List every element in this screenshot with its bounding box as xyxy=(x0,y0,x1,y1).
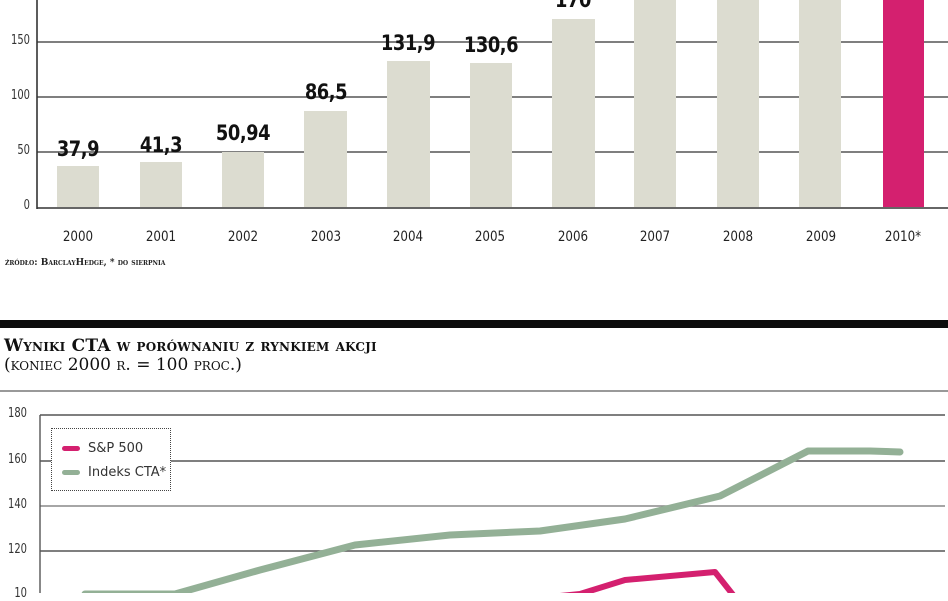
bar-value-label: 86,5 xyxy=(304,80,348,104)
section-divider xyxy=(0,320,948,328)
y-tick-label: 180 xyxy=(8,406,27,421)
legend: S&P 500 Indeks CTA* xyxy=(51,428,171,491)
x-tick-label: 2006 xyxy=(557,229,589,245)
y-tick-label: 10 xyxy=(14,586,27,601)
y-tick-label: 150 xyxy=(11,33,30,48)
y-tick-label: 160 xyxy=(8,452,27,467)
chart-subtitle: (koniec 2000 r. = 100 proc.) xyxy=(4,355,242,375)
bar-chart-plot xyxy=(36,0,948,209)
source-note: źródło: BarclayHedge, * do sierpnia xyxy=(5,258,166,268)
bar-2003 xyxy=(304,111,347,207)
y-tick-label: 120 xyxy=(8,542,27,557)
x-tick-label: 2002 xyxy=(227,229,259,245)
x-tick-label: 2009 xyxy=(805,229,837,245)
chart-title: Wyniki CTA w porównaniu z rynkiem akcji xyxy=(4,336,377,356)
x-tick-label: 2004 xyxy=(392,229,424,245)
y-tick-label: 0 xyxy=(23,198,30,213)
bar-value-label: 50,94 xyxy=(215,121,271,145)
x-tick-label: 2005 xyxy=(474,229,506,245)
legend-item-sp500: S&P 500 xyxy=(52,436,170,460)
series-cta-line xyxy=(81,447,904,593)
y-tick-label: 100 xyxy=(11,88,30,103)
y-tick-label: 50 xyxy=(17,143,30,158)
x-tick-label: 2010* xyxy=(884,229,922,245)
bar-2000 xyxy=(57,166,99,207)
bar-value-label: 41,3 xyxy=(139,133,183,157)
bar-2008 xyxy=(717,0,759,207)
legend-item-cta: Indeks CTA* xyxy=(52,460,170,484)
title-underline xyxy=(0,390,948,392)
x-tick-label: 2007 xyxy=(639,229,671,245)
legend-swatch-sp500 xyxy=(62,445,80,451)
y-tick-label: 140 xyxy=(8,497,27,512)
bar-2004 xyxy=(387,61,430,207)
bar-2009 xyxy=(799,0,841,207)
bar-value-label: 130,6 xyxy=(463,33,519,57)
bar-2002 xyxy=(222,152,264,207)
x-tick-label: 2000 xyxy=(62,229,94,245)
legend-label: Indeks CTA* xyxy=(88,464,167,480)
legend-label: S&P 500 xyxy=(88,440,144,456)
bar-2005 xyxy=(470,63,512,207)
bar-value-label: 170 xyxy=(555,0,591,12)
x-tick-label: 2008 xyxy=(722,229,754,245)
series-sp500-line xyxy=(559,569,736,593)
bar-2007 xyxy=(634,0,676,207)
x-tick-label: 2003 xyxy=(310,229,342,245)
x-tick-label: 2001 xyxy=(145,229,177,245)
legend-swatch-cta xyxy=(62,469,80,475)
bar-value-label: 37,9 xyxy=(56,137,100,161)
bar-2010 xyxy=(883,0,924,207)
bar-2001 xyxy=(140,162,182,207)
bar-2006 xyxy=(552,19,595,207)
bar-value-label: 131,9 xyxy=(380,31,436,55)
